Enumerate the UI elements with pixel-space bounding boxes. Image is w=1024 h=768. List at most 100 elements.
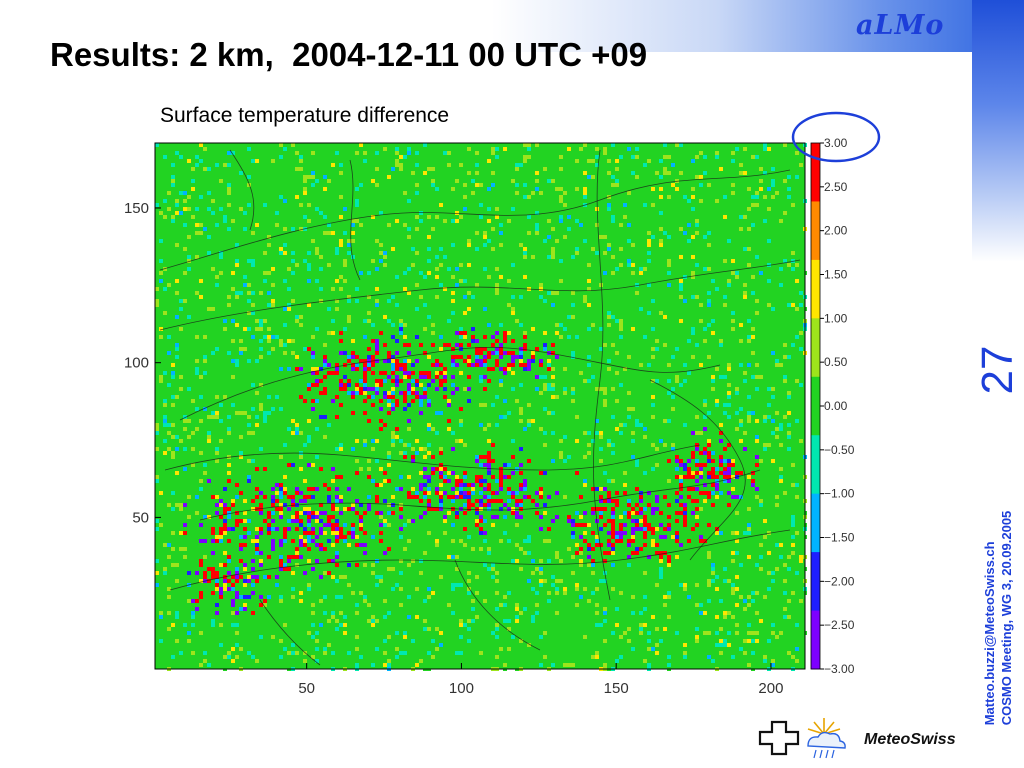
heatmap-cell	[535, 143, 539, 147]
heatmap-cell	[711, 583, 715, 587]
heatmap-cell	[167, 255, 171, 259]
heatmap-cell	[791, 551, 795, 555]
heatmap-cell	[303, 399, 307, 403]
heatmap-cell	[387, 359, 391, 363]
heatmap-cell	[571, 155, 575, 159]
heatmap-cell	[599, 403, 603, 407]
heatmap-cell	[403, 155, 407, 159]
heatmap-cell	[443, 395, 447, 399]
heatmap-cell	[179, 531, 183, 535]
heatmap-cell	[367, 167, 371, 171]
colorbar-tick-label: −3.00	[824, 662, 855, 676]
heatmap-cell	[427, 339, 431, 343]
heatmap-cell	[631, 383, 635, 387]
heatmap-cell	[483, 403, 487, 407]
heatmap-cell	[691, 327, 695, 331]
heatmap-cell	[571, 623, 575, 627]
heatmap-cell	[251, 303, 255, 307]
heatmap-cell	[591, 327, 595, 331]
heatmap-cell	[191, 463, 195, 467]
heatmap-cell	[751, 351, 755, 355]
heatmap-cell	[699, 507, 703, 511]
heatmap-cell	[607, 387, 611, 391]
heatmap-cell	[279, 491, 283, 495]
heatmap-cell	[703, 155, 707, 159]
heatmap-cell	[487, 583, 491, 587]
heatmap-cell	[255, 359, 259, 363]
heatmap-cell	[159, 639, 163, 643]
heatmap-cell	[483, 347, 487, 351]
heatmap-cell	[579, 351, 583, 355]
heatmap-cell	[323, 355, 327, 359]
heatmap-cell	[515, 559, 519, 563]
heatmap-cell	[539, 495, 543, 499]
heatmap-cell	[459, 495, 463, 499]
heatmap-cell	[435, 375, 439, 379]
heatmap-cell	[635, 551, 639, 555]
heatmap-cell	[247, 327, 251, 331]
heatmap-cell	[475, 363, 479, 367]
heatmap-cell	[199, 539, 203, 543]
heatmap-cell	[211, 623, 215, 627]
heatmap-cell	[711, 467, 715, 471]
heatmap-cell	[663, 627, 667, 631]
heatmap-cell	[275, 507, 279, 511]
heatmap-cell	[527, 359, 531, 363]
heatmap-cell	[439, 499, 443, 503]
heatmap-cell	[507, 431, 511, 435]
heatmap-cell	[635, 475, 639, 479]
heatmap-cell	[783, 563, 787, 567]
heatmap-cell	[175, 647, 179, 651]
heatmap-cell	[739, 659, 743, 663]
heatmap-cell	[627, 239, 631, 243]
heatmap-cell	[723, 195, 727, 199]
heatmap-cell	[387, 635, 391, 639]
heatmap-cell	[263, 575, 267, 579]
heatmap-cell	[771, 183, 775, 187]
heatmap-cell	[735, 575, 739, 579]
heatmap-cell	[707, 631, 711, 635]
heatmap-cell	[719, 471, 723, 475]
heatmap-cell	[587, 159, 591, 163]
heatmap-cell	[631, 211, 635, 215]
heatmap-cell	[647, 159, 651, 163]
heatmap-cell	[747, 391, 751, 395]
heatmap-cell	[575, 587, 579, 591]
heatmap-cell	[583, 651, 587, 655]
heatmap-cell	[619, 215, 623, 219]
heatmap-cell	[779, 483, 783, 487]
heatmap-cell	[263, 603, 267, 607]
heatmap-cell	[495, 515, 499, 519]
heatmap-cell	[543, 167, 547, 171]
heatmap-cell	[543, 579, 547, 583]
heatmap-cell	[515, 163, 519, 167]
heatmap-cell	[171, 623, 175, 627]
heatmap-cell	[655, 651, 659, 655]
heatmap-cell	[715, 475, 719, 479]
heatmap-cell	[379, 239, 383, 243]
heatmap-cell	[707, 291, 711, 295]
heatmap-cell	[315, 543, 319, 547]
heatmap-cell	[311, 303, 315, 307]
heatmap-cell	[607, 495, 611, 499]
heatmap-cell	[707, 583, 711, 587]
heatmap-cell	[667, 283, 671, 287]
heatmap-cell	[355, 287, 359, 291]
heatmap-cell	[751, 195, 755, 199]
heatmap-cell	[363, 443, 367, 447]
heatmap-cell	[411, 559, 415, 563]
heatmap-cell	[455, 283, 459, 287]
heatmap-cell	[247, 199, 251, 203]
heatmap-cell	[699, 475, 703, 479]
heatmap-cell	[235, 635, 239, 639]
heatmap-cell	[279, 251, 283, 255]
heatmap-cell	[471, 599, 475, 603]
heatmap-cell	[527, 415, 531, 419]
heatmap-cell	[343, 623, 347, 627]
heatmap-cell	[227, 463, 231, 467]
heatmap-cell	[663, 419, 667, 423]
heatmap-cell	[727, 463, 731, 467]
heatmap-cell	[279, 555, 283, 559]
heatmap-cell	[475, 619, 479, 623]
heatmap-cell	[311, 227, 315, 231]
